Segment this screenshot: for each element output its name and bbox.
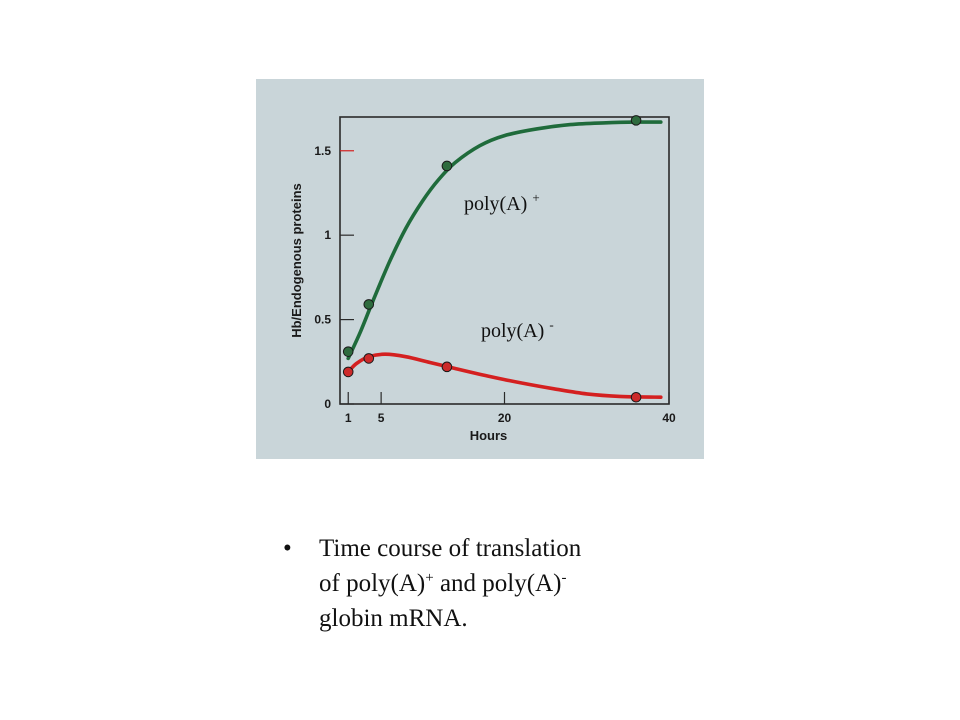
data-point-polyA-plus <box>441 160 453 172</box>
series-label-polyA-plus: poly(A) + <box>464 190 540 215</box>
caption-sup-minus: - <box>561 570 567 586</box>
series-label-polyA-minus-sup: - <box>549 317 553 332</box>
caption-text: Time course of translation of poly(A)+ a… <box>319 531 699 636</box>
x-tick-label: 1 <box>345 411 352 425</box>
x-tick-label: 5 <box>378 411 385 425</box>
y-tick-label: 0.5 <box>314 313 331 327</box>
y-axis-label: Hb/Endogenous proteins <box>289 183 304 338</box>
series-label-polyA-minus: poly(A) - <box>481 317 554 342</box>
x-tick-label: 20 <box>498 411 512 425</box>
series-label-polyA-plus-base: poly(A) <box>464 193 527 215</box>
series-markers <box>342 115 642 403</box>
series-line-polyA-plus <box>346 120 663 361</box>
data-point-polyA-minus <box>630 391 642 403</box>
line-chart: 0 0.5 1 1.5 1 5 20 40 Hb/Endogenous proteins Ho… <box>256 79 704 459</box>
x-tick-label: 40 <box>662 411 676 425</box>
caption-line-2-a: of poly(A) <box>319 570 426 597</box>
data-point-polyA-minus <box>342 366 354 378</box>
y-tick-label: 0 <box>324 397 331 411</box>
data-point-polyA-plus <box>630 115 642 126</box>
y-tick-label: 1 <box>324 228 331 242</box>
caption-line-1: Time course of translation <box>319 535 582 562</box>
series-label-polyA-minus-base: poly(A) <box>481 320 544 342</box>
data-point-polyA-minus <box>441 361 453 373</box>
data-point-polyA-minus <box>363 353 375 364</box>
caption-line-3: globin mRNA. <box>319 605 468 632</box>
caption-bullet: • <box>283 535 292 562</box>
y-tick-label: 1.5 <box>314 144 331 158</box>
caption-sup-plus: + <box>425 570 434 586</box>
series-label-polyA-plus-sup: + <box>532 190 539 205</box>
data-point-polyA-plus <box>363 299 375 310</box>
x-axis-label: Hours <box>470 428 508 443</box>
data-point-polyA-plus <box>342 346 354 357</box>
axis-ticks: 0 0.5 1 1.5 1 5 20 40 <box>314 144 676 425</box>
caption-line-2-b: and poly(A) <box>433 570 562 597</box>
figure-panel: 0 0.5 1 1.5 1 5 20 40 Hb/Endogenous proteins Ho… <box>256 79 704 459</box>
caption-line-2: of poly(A)+ and poly(A)- <box>319 566 699 601</box>
